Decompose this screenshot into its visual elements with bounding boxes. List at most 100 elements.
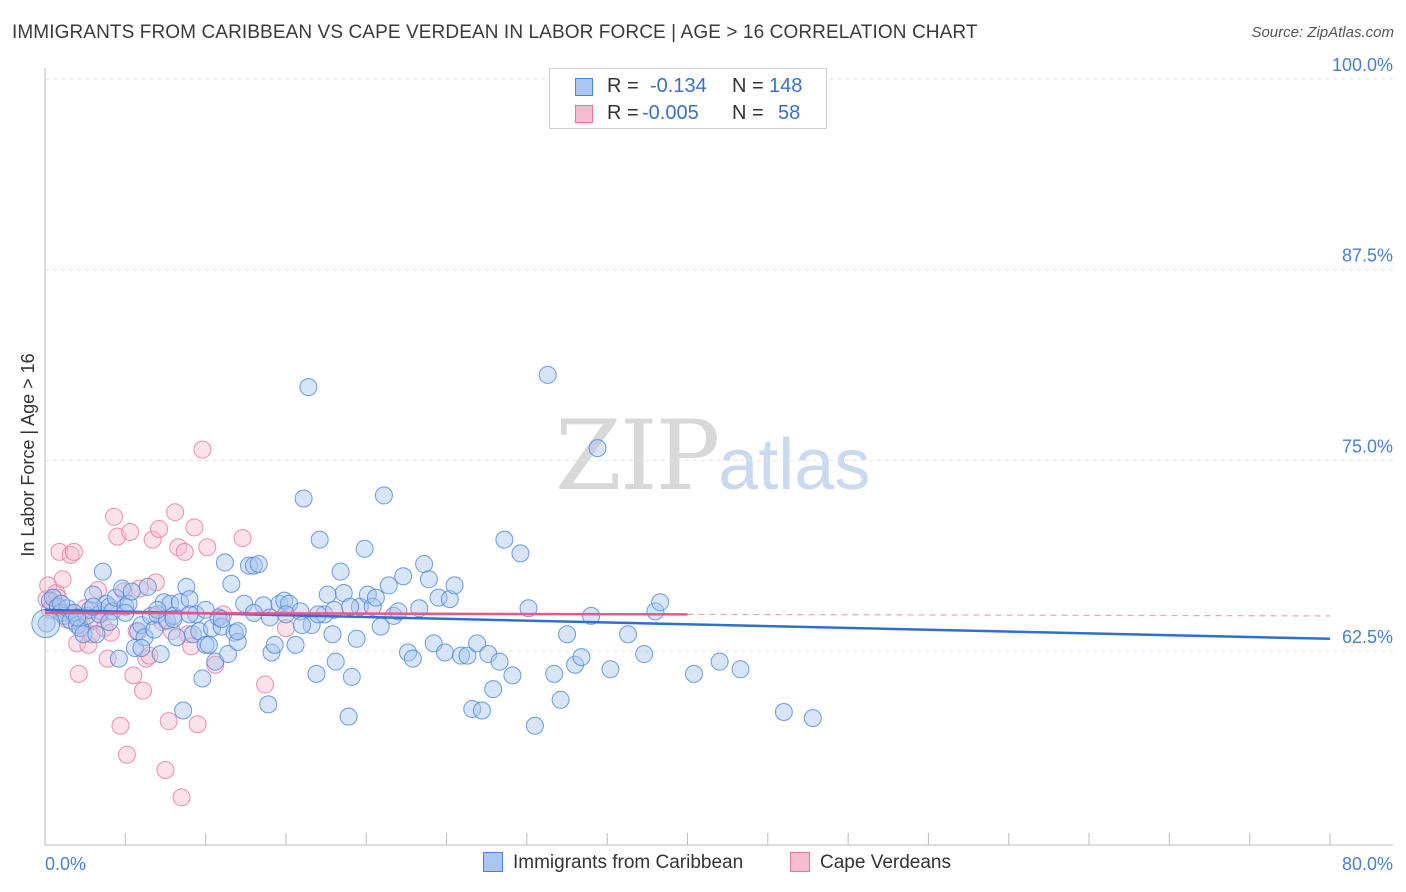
caribbean-point bbox=[228, 632, 247, 651]
caribbean-point bbox=[572, 648, 591, 667]
cape-verdean-point bbox=[117, 745, 136, 764]
caribbean-point bbox=[239, 556, 258, 575]
caribbean-point bbox=[219, 645, 238, 664]
caribbean-point bbox=[342, 667, 361, 686]
caribbean-point bbox=[619, 625, 638, 644]
caribbean-point bbox=[646, 602, 665, 621]
caribbean-point bbox=[503, 666, 522, 685]
caribbean-point bbox=[74, 625, 93, 644]
watermark-zip: ZIP bbox=[555, 400, 720, 512]
legend-swatch-cape-verdean bbox=[790, 852, 810, 872]
series-legend-cape-verdean: Cape Verdeans bbox=[790, 852, 951, 874]
trend-lines bbox=[44, 608, 1331, 641]
cape-verdean-point bbox=[169, 538, 188, 557]
cape-verdean-point bbox=[193, 440, 212, 459]
caribbean-point bbox=[84, 585, 103, 604]
caribbean-point bbox=[286, 635, 305, 654]
caribbean-point bbox=[222, 574, 241, 593]
caribbean-point bbox=[145, 620, 164, 639]
caribbean-point bbox=[109, 649, 128, 668]
cape-verdean-point bbox=[133, 681, 152, 700]
caribbean-point bbox=[193, 669, 212, 688]
axes bbox=[44, 68, 1393, 846]
caribbean-point bbox=[803, 709, 822, 728]
caribbean-point bbox=[196, 600, 215, 619]
caribbean-point bbox=[495, 530, 514, 549]
caribbean-trend-line bbox=[44, 608, 1331, 641]
caribbean-point bbox=[582, 606, 601, 625]
caribbean-point bbox=[394, 567, 413, 586]
caribbean-point bbox=[318, 585, 337, 604]
caribbean-point bbox=[435, 643, 454, 662]
legend-r-value: -0.005 bbox=[642, 102, 699, 124]
y-tick-label: 75.0% bbox=[1342, 436, 1393, 456]
caribbean-point bbox=[551, 690, 570, 709]
caribbean-point bbox=[93, 562, 112, 581]
caribbean-point bbox=[731, 660, 750, 679]
caribbean-point bbox=[167, 628, 186, 647]
y-tick-labels: 62.5% 75.0% 87.5% 100.0% bbox=[1332, 55, 1393, 647]
caribbean-point bbox=[259, 695, 278, 714]
cape-verdean-point bbox=[150, 519, 169, 538]
series-legend-caribbean: Immigrants from Caribbean bbox=[483, 852, 743, 874]
cape-verdean-point bbox=[188, 715, 207, 734]
y-tick-label: 62.5% bbox=[1342, 627, 1393, 647]
caribbean-point bbox=[389, 602, 408, 621]
caribbean-point bbox=[468, 634, 487, 653]
correlation-legend: R = -0.134 N = 148 R = -0.005 N = 58 bbox=[549, 68, 827, 129]
caribbean-point bbox=[651, 593, 670, 612]
legend-r-label: R = bbox=[607, 75, 639, 97]
caribbean-point bbox=[199, 635, 218, 654]
caribbean-point bbox=[710, 652, 729, 671]
watermark-atlas: atlas bbox=[718, 425, 871, 505]
caribbean-point bbox=[122, 582, 141, 601]
cape-verdean-point bbox=[68, 634, 87, 653]
caribbean-point bbox=[331, 562, 350, 581]
cape-verdean-point bbox=[111, 716, 130, 735]
y-tick-label: 87.5% bbox=[1342, 246, 1393, 266]
cape-verdean-point bbox=[198, 538, 217, 557]
legend-n-label: N = bbox=[732, 75, 764, 97]
cape-verdean-point bbox=[166, 503, 185, 522]
caribbean-point bbox=[68, 616, 87, 635]
caribbean-point bbox=[538, 365, 557, 384]
cape-verdean-point bbox=[172, 788, 191, 807]
cape-verdean-point bbox=[175, 542, 194, 561]
caribbean-point bbox=[100, 613, 119, 632]
caribbean-point bbox=[419, 570, 438, 589]
source-credit: Source: ZipAtlas.com bbox=[1251, 24, 1394, 41]
cape-verdean-point bbox=[185, 518, 204, 537]
cape-verdean-point bbox=[233, 529, 252, 548]
caribbean-point bbox=[339, 707, 358, 726]
cape-verdean-point bbox=[256, 675, 275, 694]
legend-n-label: N = bbox=[732, 102, 764, 124]
y-axis-label: In Labor Force | Age > 16 bbox=[18, 353, 38, 556]
legend-n-value: 148 bbox=[769, 75, 803, 97]
caribbean-point bbox=[249, 555, 268, 574]
caribbean-point bbox=[203, 619, 222, 638]
caribbean-point bbox=[472, 701, 491, 720]
caribbean-point bbox=[566, 655, 585, 674]
caribbean-point bbox=[299, 378, 318, 397]
cape-verdean-trend-line bbox=[44, 611, 688, 616]
cape-verdean-points bbox=[37, 440, 295, 807]
caribbean-point bbox=[275, 591, 294, 610]
caribbean-point bbox=[326, 652, 345, 671]
cape-verdean-point bbox=[159, 712, 178, 731]
caribbean-point bbox=[294, 489, 313, 508]
chart-title: IMMIGRANTS FROM CARIBBEAN VS CAPE VERDEA… bbox=[12, 22, 978, 43]
x-axis-ticks bbox=[44, 833, 1331, 845]
caribbean-point bbox=[545, 664, 564, 683]
legend-swatch-blue bbox=[575, 78, 593, 96]
caribbean-point bbox=[511, 544, 530, 563]
cape-verdean-point bbox=[64, 542, 83, 561]
cape-verdean-trend-extension bbox=[687, 613, 1331, 617]
cape-verdean-point bbox=[61, 545, 80, 564]
caribbean-point bbox=[323, 625, 342, 644]
cape-verdean-point bbox=[69, 664, 88, 683]
cape-verdean-point bbox=[143, 530, 162, 549]
cape-verdean-point bbox=[105, 507, 124, 526]
caribbean-point bbox=[307, 664, 326, 683]
caribbean-point bbox=[151, 645, 170, 664]
caribbean-point bbox=[310, 530, 329, 549]
